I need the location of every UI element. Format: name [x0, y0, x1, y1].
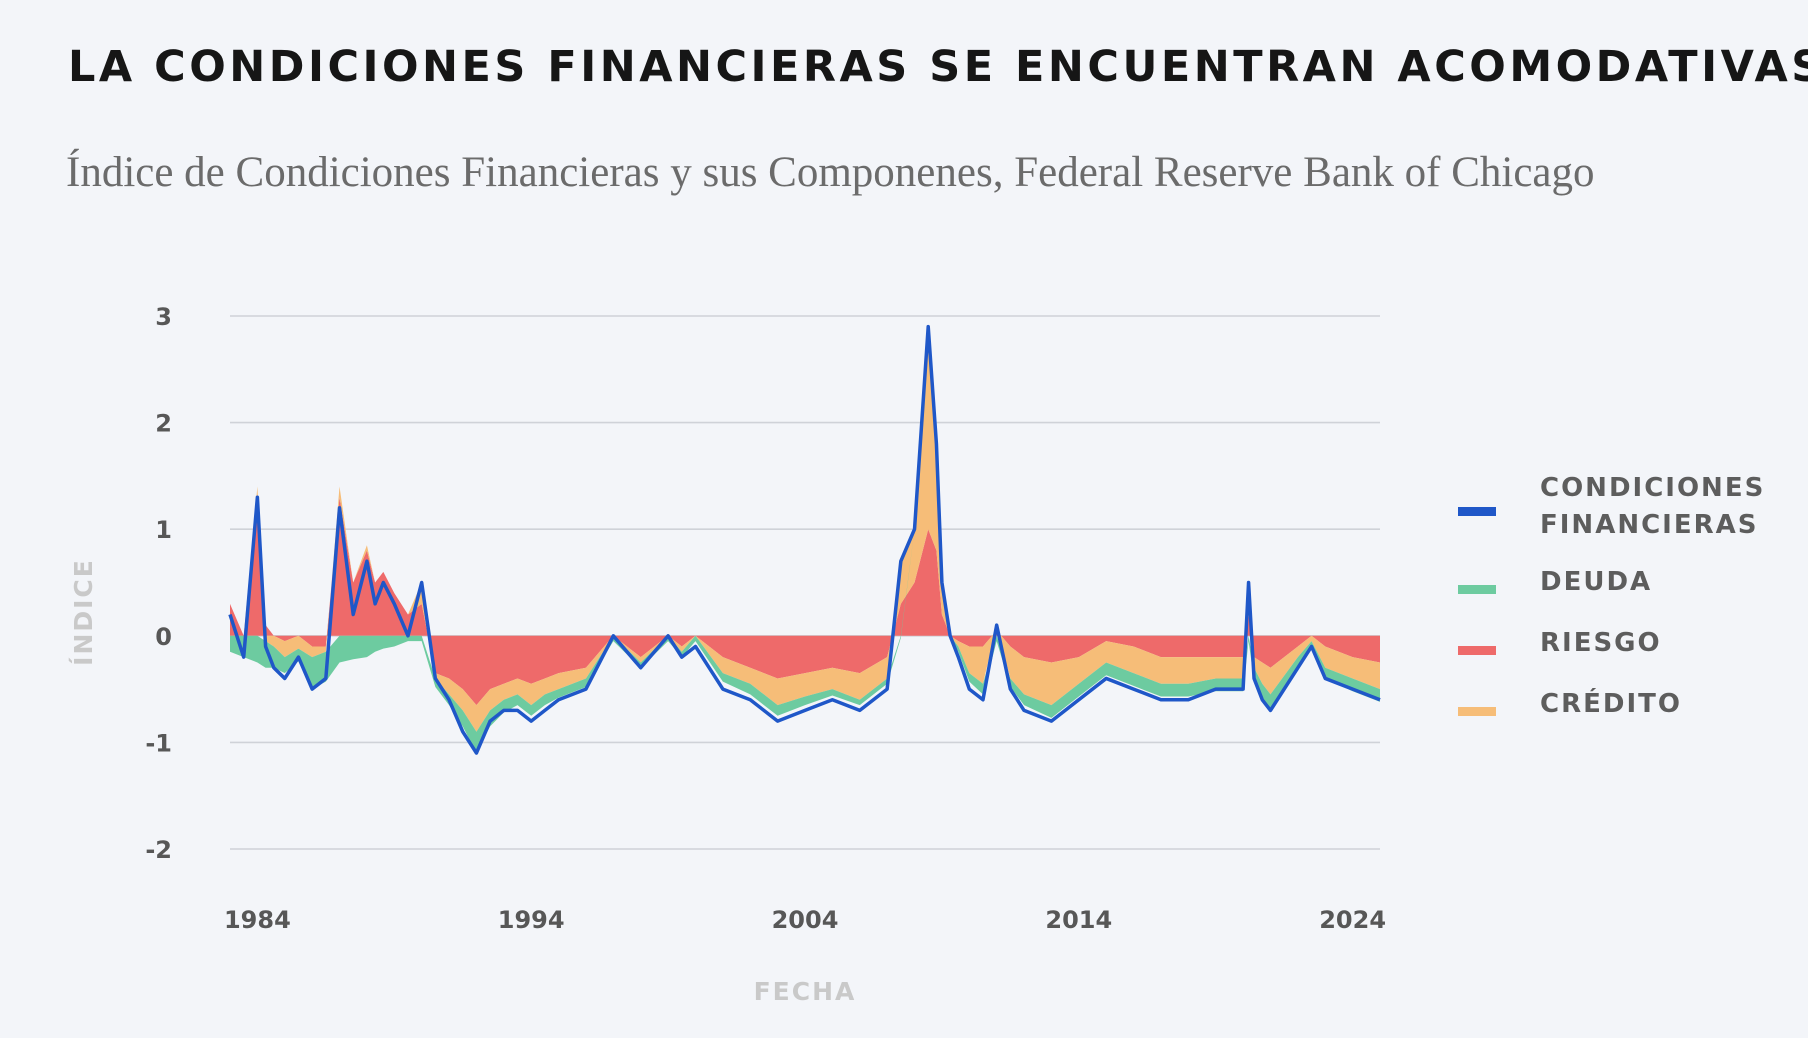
stacked-areas	[230, 337, 1380, 754]
y-axis-ticks: 3 2 1 0 -1 -2	[145, 303, 172, 864]
chart-title: LA CONDICIONES FINANCIERAS SE ENCUENTRAN…	[68, 42, 1808, 92]
x-tick-label-3: 2014	[1045, 906, 1112, 934]
legend-label-condiciones: CONDICIONES FINANCIERAS	[1540, 473, 1766, 540]
y-tick-label-2: 1	[155, 516, 172, 544]
legend-label-credito: CRÉDITO	[1540, 689, 1682, 719]
y-axis-title: ÍNDICE	[69, 558, 98, 666]
x-tick-label-4: 2024	[1319, 906, 1386, 934]
x-tick-label-2: 2004	[772, 906, 839, 934]
y-tick-label-3: 0	[155, 623, 172, 651]
y-tick-label-0: 3	[155, 303, 172, 331]
y-tick-label-4: -1	[145, 729, 172, 757]
x-tick-label-0: 1984	[224, 906, 291, 934]
legend-swatch-riesgo	[1458, 646, 1496, 655]
x-axis-title: FECHA	[754, 977, 857, 1006]
legend-swatch-condiciones	[1458, 507, 1496, 516]
y-tick-label-1: 2	[155, 410, 172, 438]
legend-label-deuda: DEUDA	[1540, 567, 1653, 597]
x-tick-label-1: 1994	[498, 906, 565, 934]
legend-swatch-deuda	[1458, 585, 1496, 594]
y-tick-label-5: -2	[145, 836, 172, 864]
legend-label-riesgo: RIESGO	[1540, 628, 1662, 658]
x-axis-ticks: 1984 1994 2004 2014 2024	[224, 906, 1386, 934]
legend-swatch-credito	[1458, 707, 1496, 716]
chart-subtitle: Índice de Condiciones Financieras y sus …	[66, 149, 1595, 196]
grid-lines	[230, 315, 1380, 850]
area-riesgo	[230, 497, 1380, 706]
line-condiciones-financieras	[228, 324, 1381, 755]
index-line-layer	[228, 324, 1381, 755]
